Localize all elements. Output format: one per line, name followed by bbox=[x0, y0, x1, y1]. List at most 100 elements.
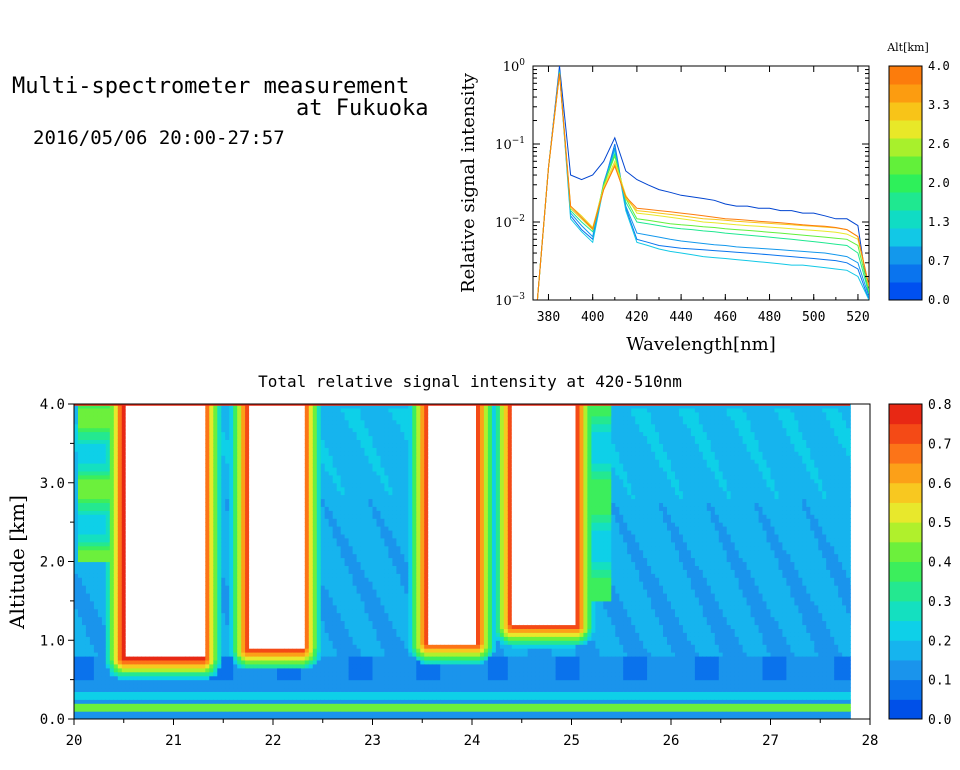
heatmap-cell bbox=[277, 604, 282, 610]
heatmap-cell bbox=[265, 624, 270, 629]
heatmap-cell bbox=[292, 703, 298, 708]
heatmap-cell bbox=[161, 537, 167, 543]
heatmap-cell bbox=[78, 648, 83, 653]
heatmap-cell bbox=[217, 498, 222, 503]
heatmap-cell bbox=[89, 494, 95, 500]
heatmap-cell bbox=[85, 628, 91, 633]
heatmap-cell bbox=[145, 612, 151, 618]
heatmap-cell bbox=[277, 427, 282, 433]
heatmap-cell bbox=[109, 652, 115, 657]
heatmap-cell bbox=[308, 431, 314, 437]
heatmap-cell bbox=[125, 522, 131, 527]
heatmap-cell bbox=[253, 628, 258, 633]
heatmap-cell bbox=[93, 439, 99, 444]
heatmap-cell bbox=[288, 604, 294, 610]
heatmap-cell bbox=[133, 608, 139, 614]
heatmap-cell bbox=[74, 648, 79, 653]
heatmap-cell bbox=[189, 561, 194, 566]
heatmap-cell bbox=[229, 474, 234, 480]
heatmap-cell bbox=[249, 663, 254, 669]
heatmap-cell bbox=[145, 675, 151, 681]
heatmap-cell bbox=[229, 506, 234, 511]
heatmap-cell bbox=[141, 703, 147, 708]
heatmap-cell bbox=[217, 581, 222, 586]
heatmap-cell bbox=[89, 522, 95, 527]
heatmap-cell bbox=[201, 439, 206, 444]
heatmap-cell bbox=[89, 518, 95, 523]
heatmap-cell bbox=[117, 557, 123, 563]
heatmap-cell bbox=[304, 522, 310, 527]
heatmap-cell bbox=[161, 577, 167, 582]
heatmap-cell bbox=[121, 628, 127, 633]
heatmap-cell bbox=[308, 486, 314, 492]
heatmap-cell bbox=[165, 478, 171, 484]
heatmap-cell bbox=[165, 691, 171, 696]
heatmap-cell bbox=[141, 589, 147, 594]
heatmap-cell bbox=[288, 600, 294, 606]
heatmap-cell bbox=[308, 439, 314, 444]
heatmap-cell bbox=[189, 427, 194, 433]
heatmap-cell bbox=[109, 470, 115, 476]
heatmap-cell bbox=[261, 581, 266, 586]
heatmap-cell bbox=[217, 439, 222, 444]
heatmap-cell bbox=[292, 589, 298, 594]
heatmap-cell bbox=[249, 585, 254, 590]
heatmap-cell bbox=[221, 549, 226, 555]
heatmap-cell bbox=[237, 612, 242, 618]
heatmap-cell bbox=[105, 656, 111, 661]
heatmap-cell bbox=[269, 616, 274, 622]
heatmap-cell bbox=[257, 526, 262, 531]
heatmap-cell bbox=[153, 679, 159, 685]
heatmap-cell bbox=[181, 526, 187, 531]
heatmap-cell bbox=[113, 506, 119, 511]
heatmap-cell bbox=[193, 514, 198, 519]
heatmap-cell bbox=[304, 486, 310, 492]
heatmap-cell bbox=[253, 447, 258, 452]
heatmap-cell bbox=[153, 585, 159, 590]
heatmap-cell bbox=[133, 498, 139, 503]
heatmap-cell bbox=[249, 644, 254, 649]
heatmap-cell bbox=[177, 703, 183, 708]
heatmap-cell bbox=[221, 494, 226, 500]
heatmap-cell bbox=[245, 518, 250, 523]
heatmap-cell bbox=[189, 612, 194, 618]
heatmap-cell bbox=[74, 703, 79, 708]
heatmap-cell bbox=[153, 514, 159, 519]
heatmap-cell bbox=[157, 545, 163, 551]
heatmap-cell bbox=[213, 404, 218, 409]
heatmap-cell bbox=[269, 699, 274, 704]
heatmap-cell bbox=[185, 415, 190, 421]
heatmap-cell bbox=[109, 522, 115, 527]
heatmap-cell bbox=[169, 608, 175, 614]
heatmap-cell bbox=[169, 419, 175, 425]
heatmap-cell bbox=[288, 636, 294, 641]
heatmap-cell bbox=[82, 679, 87, 685]
heatmap-cell bbox=[292, 451, 298, 456]
heatmap-cell bbox=[173, 431, 179, 437]
heatmap-cell bbox=[117, 502, 123, 507]
heatmap-cell bbox=[269, 667, 274, 673]
heatmap-cell bbox=[304, 533, 310, 539]
heatmap-cell bbox=[157, 557, 163, 563]
heatmap-cell bbox=[125, 435, 131, 440]
heatmap-cell bbox=[129, 463, 135, 468]
heatmap-cell bbox=[125, 541, 131, 547]
heatmap-cell bbox=[78, 593, 83, 598]
heatmap-cell bbox=[113, 711, 119, 716]
heatmap-cell bbox=[249, 608, 254, 614]
heatmap-cell bbox=[185, 659, 190, 665]
heatmap-cell bbox=[277, 671, 282, 677]
heatmap-cell bbox=[281, 549, 286, 555]
heatmap-cell bbox=[85, 569, 91, 574]
heatmap-cell bbox=[277, 596, 282, 602]
heatmap-cell bbox=[261, 431, 266, 437]
heatmap-cell bbox=[193, 581, 198, 586]
heatmap-cell bbox=[137, 431, 143, 437]
heatmap-cell bbox=[225, 687, 230, 692]
heatmap-cell bbox=[241, 439, 246, 444]
heatmap-cell bbox=[82, 455, 87, 460]
heatmap-cell bbox=[189, 463, 194, 468]
heatmap-cell bbox=[308, 663, 314, 669]
heatmap-cell bbox=[265, 415, 270, 421]
heatmap-cell bbox=[161, 616, 167, 622]
